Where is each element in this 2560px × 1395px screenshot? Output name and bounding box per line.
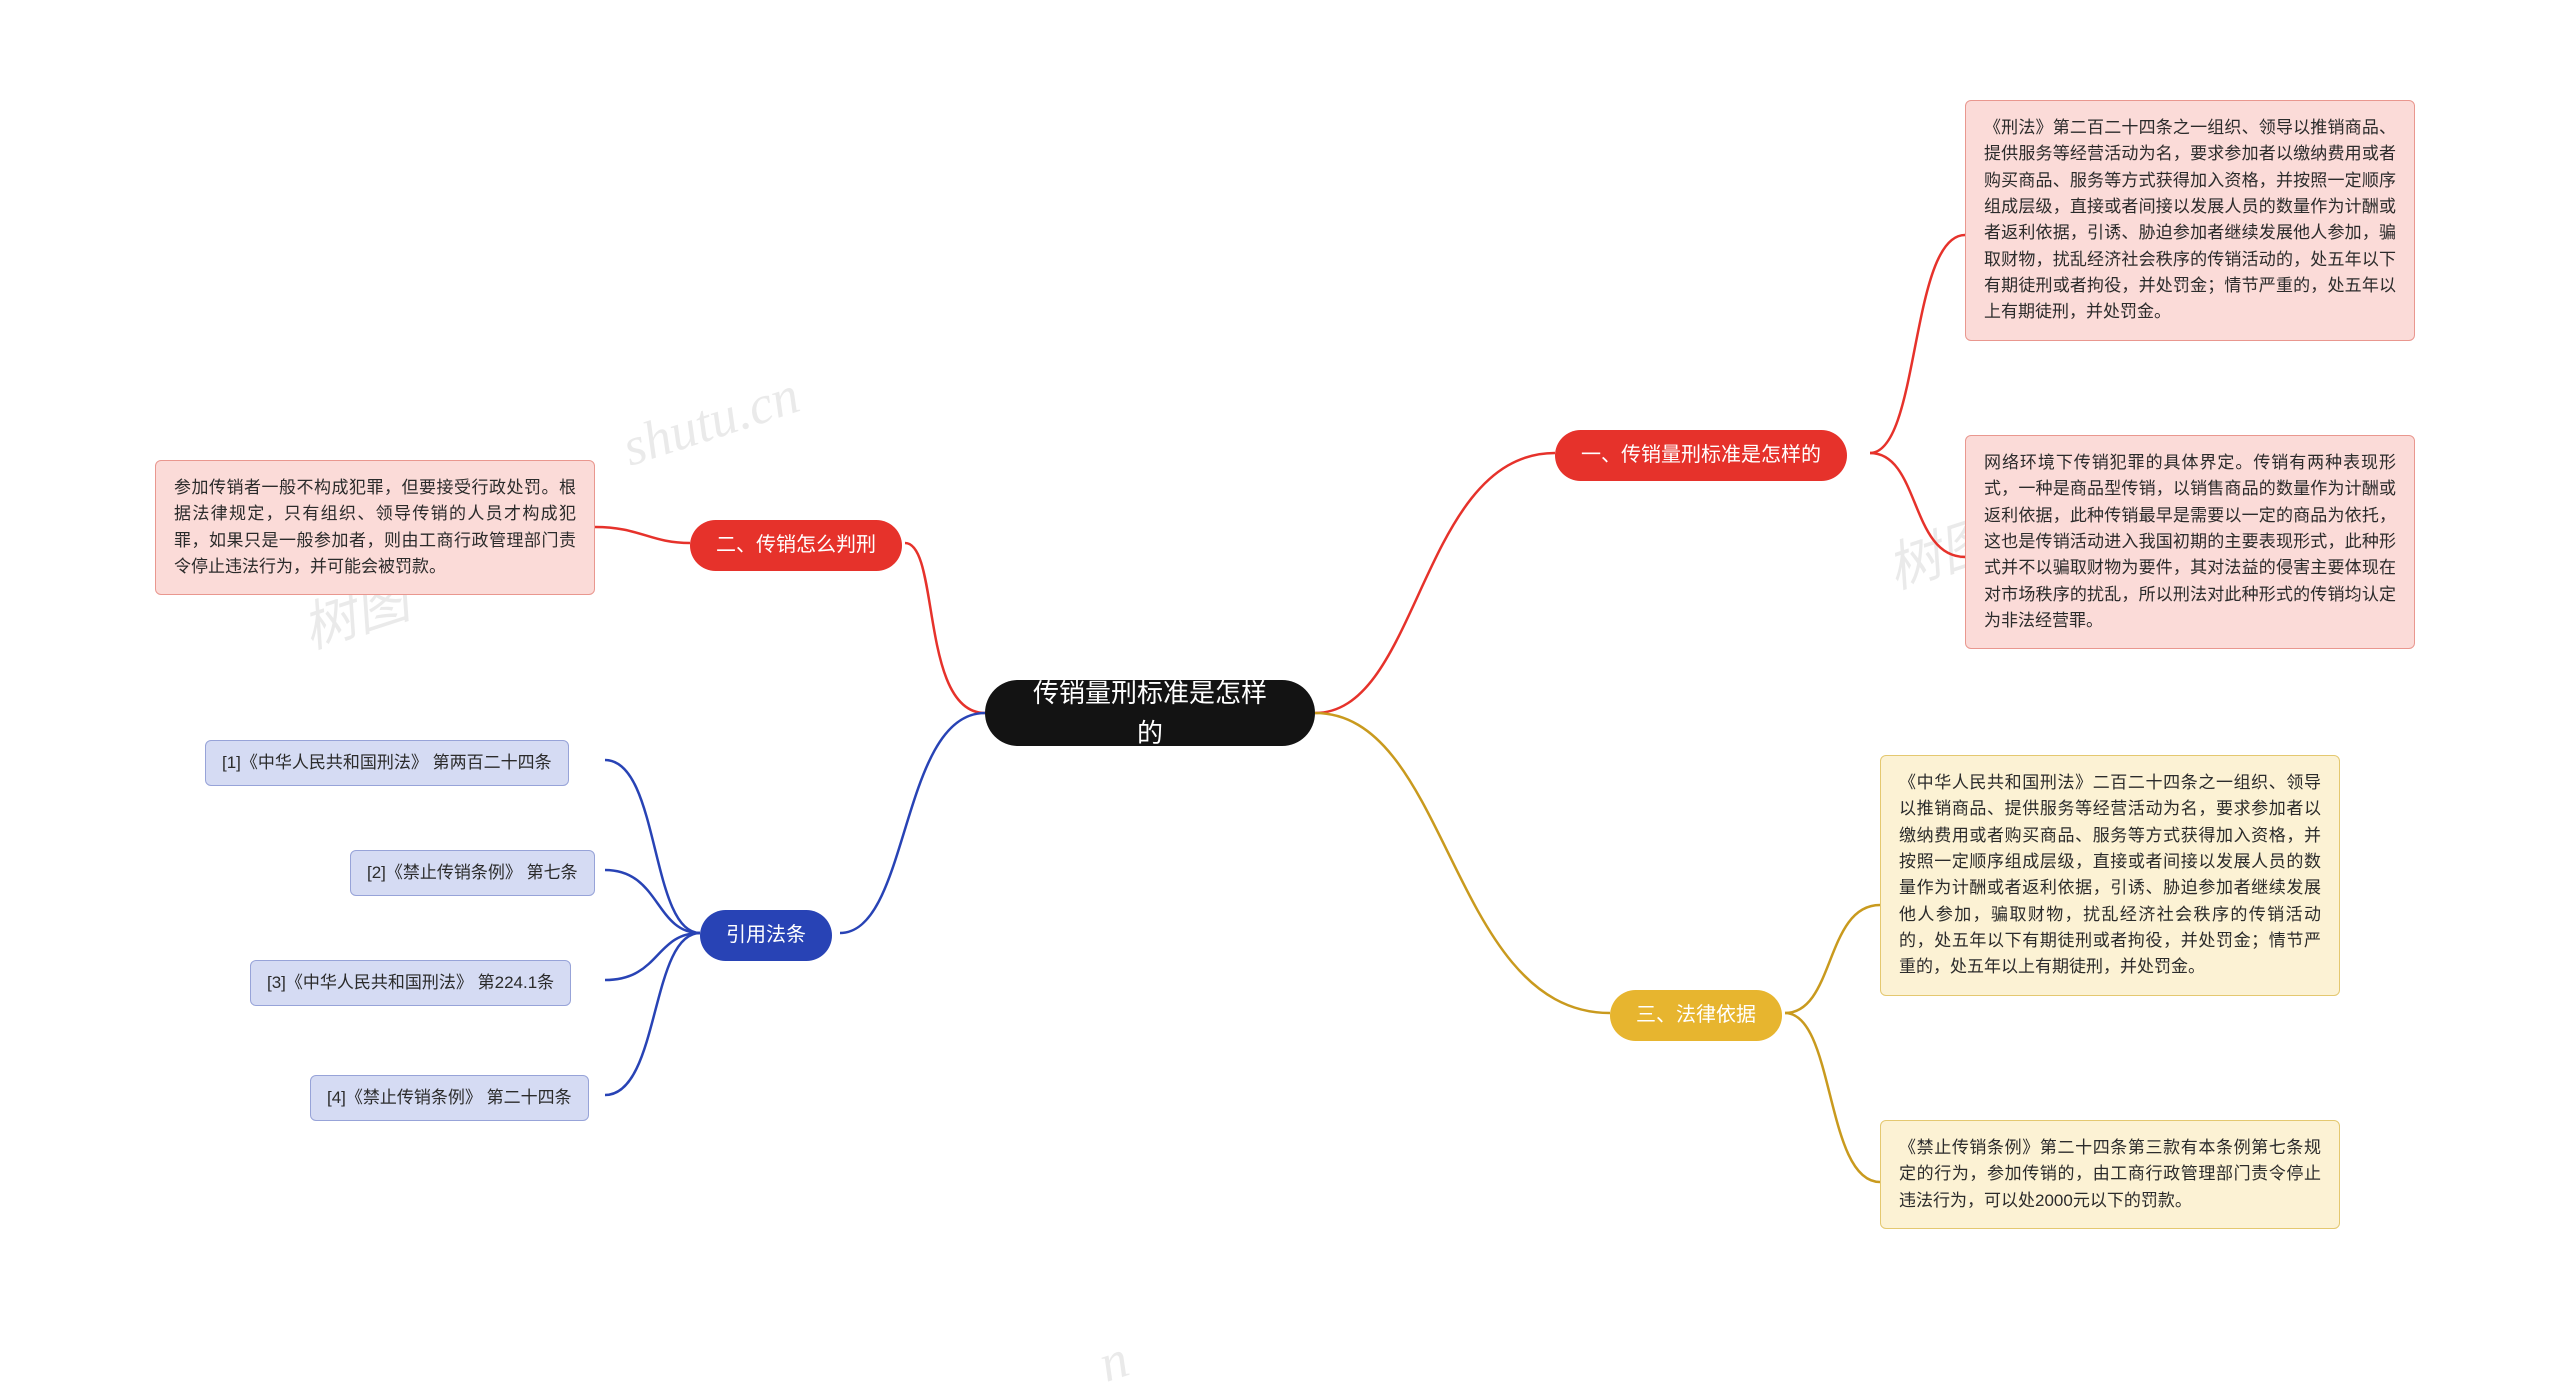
leaf-b2-1[interactable]: 参加传销者一般不构成犯罪，但要接受行政处罚。根据法律规定，只有组织、领导传销的人… [155,460,595,595]
leaf-b1-1[interactable]: 《刑法》第二百二十四条之一组织、领导以推销商品、提供服务等经营活动为名，要求参加… [1965,100,2415,341]
leaf-b4-ref-3[interactable]: [3]《中华人民共和国刑法》 第224.1条 [250,960,571,1006]
center-node[interactable]: 传销量刑标准是怎样的 [985,680,1315,746]
watermark: n [1091,1327,1136,1394]
watermark: shutu.cn [615,363,807,478]
leaf-b4-ref-4[interactable]: [4]《禁止传销条例》 第二十四条 [310,1075,589,1121]
leaf-b1-2[interactable]: 网络环境下传销犯罪的具体界定。传销有两种表现形式，一种是商品型传销，以销售商品的… [1965,435,2415,649]
leaf-b3-1[interactable]: 《中华人民共和国刑法》二百二十四条之一组织、领导以推销商品、提供服务等经营活动为… [1880,755,2340,996]
branch-node-3[interactable]: 三、法律依据 [1610,990,1782,1041]
leaf-b3-2[interactable]: 《禁止传销条例》第二十四条第三款有本条例第七条规定的行为，参加传销的，由工商行政… [1880,1120,2340,1229]
mindmap-canvas: shutu.cn 树图 shutu.cn 树图 n [0,0,2560,1359]
branch-node-2[interactable]: 二、传销怎么判刑 [690,520,902,571]
leaf-b4-ref-1[interactable]: [1]《中华人民共和国刑法》 第两百二十四条 [205,740,569,786]
leaf-b4-ref-2[interactable]: [2]《禁止传销条例》 第七条 [350,850,595,896]
branch-node-1[interactable]: 一、传销量刑标准是怎样的 [1555,430,1847,481]
branch-node-4[interactable]: 引用法条 [700,910,832,961]
